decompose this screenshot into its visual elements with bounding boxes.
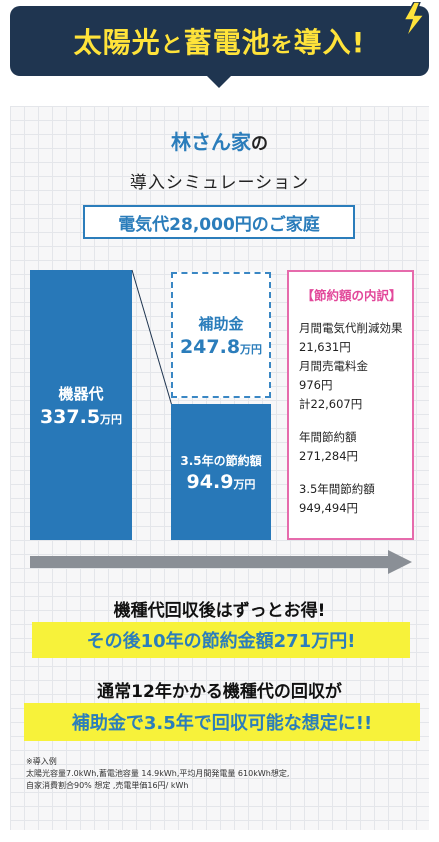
banner-title-connector2: を xyxy=(270,33,294,58)
banner-pointer xyxy=(205,74,233,88)
banner-title-part1: 太陽光 xyxy=(73,26,161,59)
household-label: 電気代28,000円のご家庭 xyxy=(83,205,355,239)
simulation-subtitle: 導入シミュレーション xyxy=(129,173,310,193)
banner-title: 太陽光と蓄電池を導入! xyxy=(74,21,366,61)
subsidy-bar: 補助金 247.8万円 xyxy=(171,272,271,398)
family-heading: 林さん家の xyxy=(0,126,439,155)
subsidy-label: 補助金 xyxy=(198,314,244,333)
family-name: 林さん家 xyxy=(171,130,251,154)
payback-headline: 機種代回収後はずっとお得! xyxy=(113,601,326,621)
subsidy-unit: 万円 xyxy=(240,342,263,356)
monthly-reduction-value: 21,631円 xyxy=(299,340,351,354)
lightning-bolt-icon xyxy=(402,2,426,38)
subsidy-value: 247.8 xyxy=(179,335,241,358)
machine-cost-unit: 万円 xyxy=(100,412,123,426)
machine-cost-value-row: 337.5万円 xyxy=(40,406,122,428)
breakdown-spacer xyxy=(299,414,404,428)
subsidy-recovery-highlight: 補助金で3.5年で回収可能な想定に!! xyxy=(24,703,420,741)
monthly-sales-label: 月間売電料金 xyxy=(299,359,368,373)
breakdown-title: 【節約額の内訳】 xyxy=(301,288,402,303)
banner-title-part2: 蓄電池 xyxy=(183,26,271,59)
machine-cost-value: 337.5 xyxy=(39,405,101,428)
footnote-line: ※導入例 xyxy=(26,757,57,766)
subsidy-value-row: 247.8万円 xyxy=(180,336,262,358)
footnotes: ※導入例 太陽光容量7.0kWh,蓄電池容量 14.9kWh,平均月間発電量 6… xyxy=(26,756,416,792)
monthly-reduction-label: 月間電気代削減効果 xyxy=(299,321,403,335)
saving-value-row: 94.9万円 xyxy=(187,471,256,493)
breakdown-spacer xyxy=(299,466,404,480)
banner-title-part3: 導入! xyxy=(293,26,366,59)
annual-saving-value: 271,284円 xyxy=(299,449,359,463)
machine-cost-bar: 機器代 337.5万円 xyxy=(30,270,132,540)
bar-connector-line xyxy=(131,269,173,407)
family-suffix: の xyxy=(251,134,268,154)
ten-year-saving-highlight: その後10年の節約金額271万円! xyxy=(32,622,410,658)
monthly-sales-value: 976円 xyxy=(299,378,333,392)
footnote-line: 太陽光容量7.0kWh,蓄電池容量 14.9kWh,平均月間発電量 610kWh… xyxy=(26,769,290,778)
annual-saving-label: 年間節約額 xyxy=(299,430,357,444)
saving-unit: 万円 xyxy=(233,477,256,491)
monthly-total: 計22,607円 xyxy=(299,397,363,411)
saving-bar: 3.5年の節約額 94.9万円 xyxy=(171,404,271,540)
three-half-saving-value: 949,494円 xyxy=(299,501,359,515)
machine-cost-label: 機器代 xyxy=(58,384,104,403)
title-banner: 太陽光と蓄電池を導入! xyxy=(10,6,429,76)
savings-breakdown-box: 【節約額の内訳】 月間電気代削減効果 21,631円 月間売電料金 976円 計… xyxy=(287,270,414,540)
timeline-arrow-icon xyxy=(30,550,412,574)
banner-title-connector1: と xyxy=(160,33,184,58)
three-half-saving-label: 3.5年間節約額 xyxy=(299,482,375,496)
footnote-line: 自家消費割合90% 想定 ,売電単価16円/ kWh xyxy=(26,781,189,790)
saving-label: 3.5年の節約額 xyxy=(180,453,262,468)
recovery-headline: 通常12年かかる機種代の回収が xyxy=(97,682,342,702)
saving-value: 94.9 xyxy=(186,470,234,493)
